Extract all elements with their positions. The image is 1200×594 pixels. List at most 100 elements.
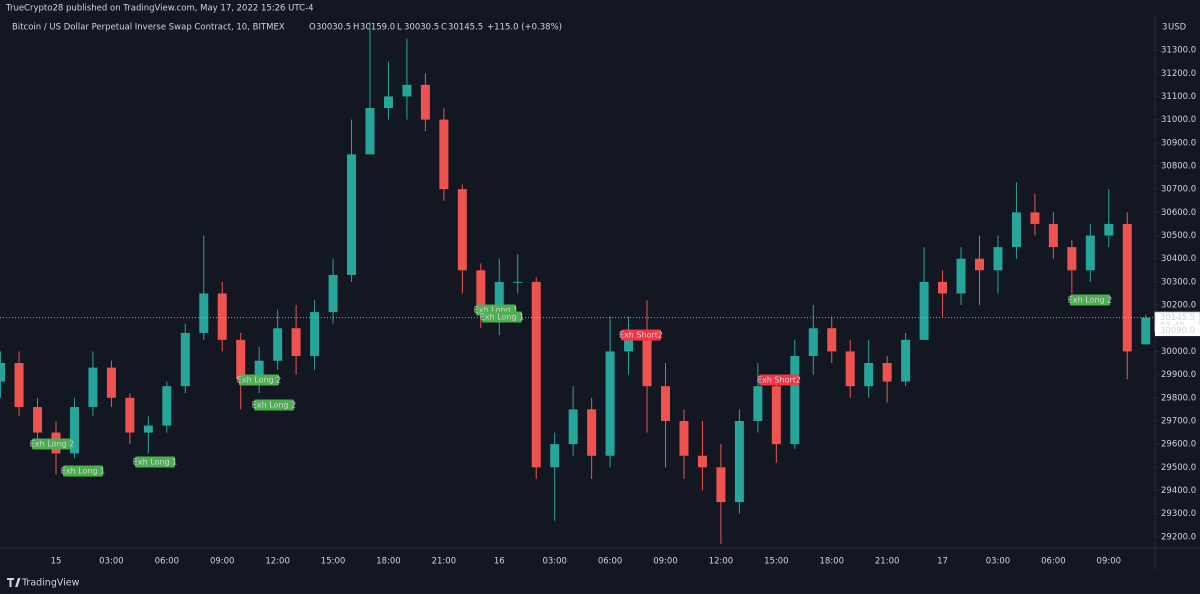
x-tick-label: 15 [51, 557, 62, 567]
candle-body [605, 351, 615, 456]
x-tick-label: 03:00 [986, 557, 1011, 567]
last-price-label: 30145.5 [1160, 313, 1195, 323]
legend-key: H [353, 23, 359, 33]
legend-key: L [397, 23, 402, 33]
price-marker-label: 30090.0 [1160, 326, 1195, 336]
candle-body [457, 189, 467, 271]
candle-body [199, 293, 209, 333]
candle-body [69, 407, 79, 454]
x-tick-label: 21:00 [875, 557, 900, 567]
x-tick-label: 09:00 [653, 557, 678, 567]
candle-body [254, 360, 264, 380]
y-tick-label: 29700.0 [1161, 416, 1196, 426]
x-tick-label: 21:00 [432, 557, 457, 567]
legend-value: 30030.5 [404, 23, 439, 33]
legend-value: 30145.5 [448, 23, 483, 33]
candle-body [180, 332, 190, 387]
signal-label: Exh Long 2 [1068, 296, 1112, 305]
signal-label: Exh Long 1 [480, 313, 524, 322]
y-tick-label: 29800.0 [1161, 393, 1196, 403]
legend-value: 30159.0 [360, 23, 395, 33]
signal-box [135, 456, 175, 468]
signal-label: Exh Long 2 [30, 440, 74, 449]
y-tick-label: 31100.0 [1161, 92, 1196, 102]
y-tick-label: 31200.0 [1161, 69, 1196, 79]
candle-body [0, 363, 6, 382]
candle-body [845, 351, 855, 387]
unit-box [1156, 18, 1200, 34]
legend-change: +115.0 (+0.38%) [487, 23, 562, 33]
x-tick-label: 16 [494, 557, 505, 567]
candle-body [217, 293, 227, 340]
candle-body [1141, 317, 1151, 345]
candle-body [882, 363, 892, 382]
signal-box [482, 311, 522, 323]
signal-box [32, 438, 72, 450]
x-tick-label: 18:00 [819, 557, 844, 567]
candle-body [1011, 212, 1021, 248]
y-tick-label: 29400.0 [1161, 486, 1196, 496]
candle-body [679, 420, 689, 456]
y-tick-label: 30000.0 [1161, 347, 1196, 357]
candle-body [310, 312, 320, 357]
candle-body [864, 363, 874, 387]
x-tick-label: 15:00 [764, 557, 789, 567]
candle-body [808, 328, 818, 357]
y-tick-label: 30900.0 [1161, 138, 1196, 148]
candle-body [1030, 212, 1040, 224]
y-tick-label: 29200.0 [1161, 532, 1196, 542]
legend-key: O [309, 23, 316, 33]
candle-body [88, 367, 98, 408]
price-marker-tag [1155, 325, 1200, 337]
x-tick-label: 12:00 [709, 557, 734, 567]
y-tick-label: 30800.0 [1161, 161, 1196, 171]
candle-body [106, 367, 116, 398]
y-tick-label: 31000.0 [1161, 115, 1196, 125]
x-tick-label: 09:00 [210, 557, 235, 567]
x-tick-label: 06:00 [155, 557, 180, 567]
candle-body [365, 108, 375, 155]
signal-label: Exh Short2 [757, 376, 801, 385]
signal-box [621, 329, 661, 341]
candle-body [568, 409, 578, 445]
x-tick-label: 06:00 [1041, 557, 1066, 567]
candle-body [476, 270, 486, 306]
candle-body [402, 84, 412, 97]
tradingview-logo [7, 578, 21, 587]
signal-label: Exh Long 1 [474, 306, 518, 315]
candle-body [1104, 223, 1114, 236]
legend-key: C [441, 23, 447, 33]
symbol-title: Bitcoin / US Dollar Perpetual Inverse Sw… [12, 23, 285, 33]
candle-body [790, 356, 800, 445]
candle-body [291, 328, 301, 357]
candle-body [513, 281, 523, 283]
signal-label: Exh Long 2 [237, 376, 281, 385]
published-header: TrueCrypto28 published on TradingView.co… [5, 4, 313, 14]
candle-body [494, 281, 504, 306]
candle-body [661, 386, 671, 421]
candle-body [1085, 235, 1095, 271]
legend-value: 30030.5 [316, 23, 351, 33]
candle-body [33, 407, 43, 433]
y-tick-label: 30600.0 [1161, 208, 1196, 218]
candle-body [531, 281, 541, 468]
y-tick-label: 30300.0 [1161, 277, 1196, 287]
candle-body [273, 328, 283, 361]
x-tick-label: 15:00 [321, 557, 346, 567]
signal-box [759, 374, 799, 386]
candle-body [328, 274, 338, 313]
y-tick-label: 29600.0 [1161, 440, 1196, 450]
candle-body [383, 96, 393, 109]
candle-body [624, 339, 634, 352]
candle-body [734, 420, 744, 503]
candle-body [1067, 247, 1077, 271]
candle-body [956, 258, 966, 294]
candle-body [993, 247, 1003, 271]
footer-brand: TradingView [21, 578, 80, 589]
y-tick-label: 30700.0 [1161, 185, 1196, 195]
candle-body [347, 154, 357, 275]
x-tick-label: 06:00 [598, 557, 623, 567]
candle-body [827, 328, 837, 352]
